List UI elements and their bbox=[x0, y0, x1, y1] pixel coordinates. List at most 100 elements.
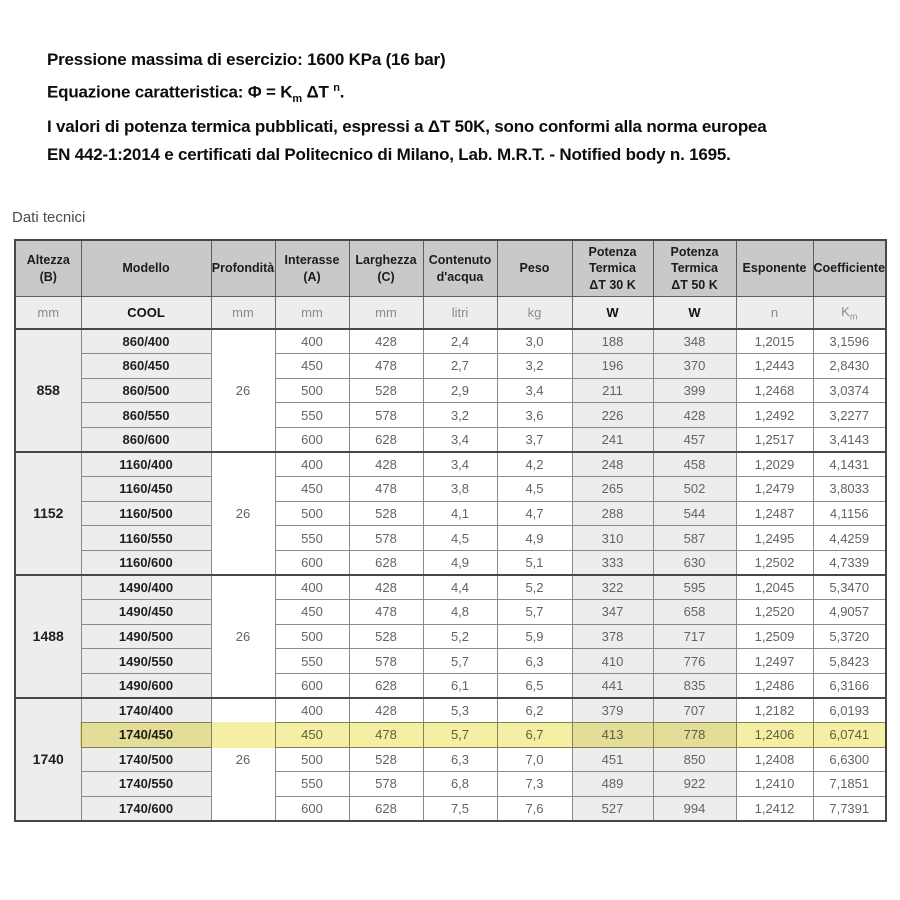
table-row: 1740/450 450 478 5,7 6,7 413 778 1,2406 6,0741 bbox=[15, 722, 887, 748]
larghezza-cell: 428 bbox=[348, 450, 424, 478]
modello-cell: 1740/400 bbox=[80, 696, 212, 723]
table-row: 1740/550 550 578 6,8 7,3 489 922 1,2410 7,1851 bbox=[15, 771, 887, 797]
column-header-esponente: Esponente bbox=[735, 239, 814, 297]
modello-cell: 860/500 bbox=[80, 377, 212, 404]
larghezza-cell: 628 bbox=[348, 426, 424, 453]
modello-cell: 860/400 bbox=[80, 328, 212, 355]
unit-cell-interasse: mm bbox=[274, 296, 350, 330]
altezza-cell: 858 bbox=[14, 328, 82, 453]
potenza30-cell: 226 bbox=[571, 402, 654, 428]
coefficiente-cell: 3,1596 bbox=[812, 328, 887, 355]
modello-cell: 1490/400 bbox=[80, 573, 212, 601]
esponente-cell: 1,2029 bbox=[735, 450, 814, 478]
column-header-potenza30: Potenza Termica ΔT 30 K bbox=[571, 239, 654, 297]
potenza50-cell: 658 bbox=[652, 599, 737, 625]
contenuto-cell: 6,1 bbox=[422, 672, 498, 699]
potenza50-cell: 544 bbox=[652, 500, 737, 527]
interasse-cell: 500 bbox=[274, 500, 350, 527]
modello-cell: 1160/500 bbox=[80, 500, 212, 527]
peso-cell: 4,7 bbox=[496, 500, 573, 527]
modello-cell: 1490/550 bbox=[80, 648, 212, 674]
peso-cell: 3,2 bbox=[496, 353, 573, 379]
modello-cell: 860/450 bbox=[80, 353, 212, 379]
unit-cell-larghezza: mm bbox=[348, 296, 424, 330]
table-row: 860/550 550 578 3,2 3,6 226 428 1,2492 3,2277 bbox=[15, 402, 887, 428]
table-row: 860/450 450 478 2,7 3,2 196 370 1,2443 2,8430 bbox=[15, 353, 887, 379]
esponente-cell: 1,2497 bbox=[735, 648, 814, 674]
interasse-cell: 450 bbox=[274, 722, 350, 748]
interasse-cell: 500 bbox=[274, 377, 350, 404]
section-title: Dati tecnici bbox=[12, 209, 86, 226]
unit-cell-coefficiente: Km bbox=[812, 296, 887, 330]
peso-cell: 3,7 bbox=[496, 426, 573, 453]
contenuto-cell: 5,2 bbox=[422, 623, 498, 650]
esponente-cell: 1,2502 bbox=[735, 549, 814, 576]
interasse-cell: 500 bbox=[274, 623, 350, 650]
contenuto-cell: 5,3 bbox=[422, 696, 498, 723]
potenza50-cell: 595 bbox=[652, 573, 737, 601]
potenza30-cell: 413 bbox=[571, 722, 654, 748]
contenuto-cell: 3,2 bbox=[422, 402, 498, 428]
potenza30-cell: 241 bbox=[571, 426, 654, 453]
potenza50-cell: 399 bbox=[652, 377, 737, 404]
esponente-cell: 1,2486 bbox=[735, 672, 814, 699]
interasse-cell: 500 bbox=[274, 746, 350, 773]
larghezza-cell: 578 bbox=[348, 771, 424, 797]
coefficiente-cell: 7,1851 bbox=[812, 771, 887, 797]
esponente-cell: 1,2509 bbox=[735, 623, 814, 650]
interasse-cell: 450 bbox=[274, 599, 350, 625]
peso-cell: 5,7 bbox=[496, 599, 573, 625]
column-header-peso: Peso bbox=[496, 239, 573, 297]
interasse-cell: 400 bbox=[274, 573, 350, 601]
potenza30-cell: 451 bbox=[571, 746, 654, 773]
column-header-potenza50: Potenza Termica ΔT 50 K bbox=[652, 239, 737, 297]
interasse-cell: 600 bbox=[274, 426, 350, 453]
altezza-cell: 1152 bbox=[14, 450, 82, 576]
contenuto-cell: 7,5 bbox=[422, 795, 498, 822]
table-row: 1160/600 600 628 4,9 5,1 333 630 1,2502 4,7339 bbox=[15, 549, 887, 576]
interasse-cell: 550 bbox=[274, 771, 350, 797]
peso-cell: 4,5 bbox=[496, 476, 573, 502]
peso-cell: 7,3 bbox=[496, 771, 573, 797]
modello-cell: 1160/450 bbox=[80, 476, 212, 502]
potenza30-cell: 527 bbox=[571, 795, 654, 822]
esponente-cell: 1,2045 bbox=[735, 573, 814, 601]
potenza50-cell: 835 bbox=[652, 672, 737, 699]
equation-exponent: n bbox=[333, 82, 340, 94]
larghezza-cell: 528 bbox=[348, 623, 424, 650]
esponente-cell: 1,2443 bbox=[735, 353, 814, 379]
contenuto-cell: 4,9 bbox=[422, 549, 498, 576]
unit-cell-potenza30: W bbox=[571, 296, 654, 330]
column-header-profondita: Profondità bbox=[210, 239, 276, 297]
coefficiente-cell: 6,0193 bbox=[812, 696, 887, 723]
interasse-cell: 600 bbox=[274, 795, 350, 822]
peso-cell: 6,3 bbox=[496, 648, 573, 674]
table-row: 1490/450 450 478 4,8 5,7 347 658 1,2520 4,9057 bbox=[15, 599, 887, 625]
peso-cell: 4,2 bbox=[496, 450, 573, 478]
altezza-cell: 1488 bbox=[14, 573, 82, 699]
interasse-cell: 600 bbox=[274, 549, 350, 576]
interasse-cell: 550 bbox=[274, 648, 350, 674]
potenza50-cell: 428 bbox=[652, 402, 737, 428]
potenza30-cell: 333 bbox=[571, 549, 654, 576]
coefficiente-cell: 4,7339 bbox=[812, 549, 887, 576]
modello-cell: 1490/500 bbox=[80, 623, 212, 650]
esponente-cell: 1,2468 bbox=[735, 377, 814, 404]
contenuto-cell: 3,8 bbox=[422, 476, 498, 502]
larghezza-cell: 478 bbox=[348, 722, 424, 748]
peso-cell: 5,2 bbox=[496, 573, 573, 601]
unit-cell-contenuto: litri bbox=[422, 296, 498, 330]
potenza30-cell: 379 bbox=[571, 696, 654, 723]
table-row: 1160/450 450 478 3,8 4,5 265 502 1,2479 3,8033 bbox=[15, 476, 887, 502]
contenuto-cell: 4,5 bbox=[422, 525, 498, 551]
unit-cell-altezza: mm bbox=[14, 296, 82, 330]
coefficiente-cell: 7,7391 bbox=[812, 795, 887, 822]
table-row: 1740/500 500 528 6,3 7,0 451 850 1,2408 6,6300 bbox=[15, 746, 887, 773]
profondita-cell: 26 bbox=[210, 696, 276, 822]
table-row: 858 860/400 26 400 428 2,4 3,0 188 348 1,2015 3,15… bbox=[14, 328, 887, 453]
potenza50-cell: 587 bbox=[652, 525, 737, 551]
larghezza-cell: 478 bbox=[348, 476, 424, 502]
column-header-coefficiente: Coefficiente bbox=[812, 239, 887, 297]
